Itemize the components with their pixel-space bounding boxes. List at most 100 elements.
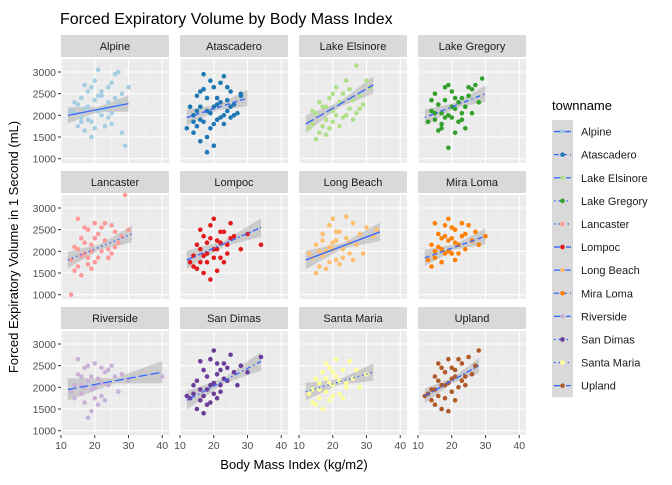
data-point <box>218 80 223 86</box>
data-point <box>99 393 104 399</box>
data-point <box>75 246 81 252</box>
data-point <box>231 233 237 239</box>
data-point <box>429 387 434 392</box>
data-point <box>102 238 108 243</box>
data-point <box>327 380 332 386</box>
data-point <box>79 374 84 379</box>
data-point <box>452 257 458 263</box>
data-point <box>446 216 451 222</box>
data-point <box>442 369 448 375</box>
data-point <box>214 117 220 122</box>
data-point <box>221 361 227 366</box>
data-point <box>198 104 203 109</box>
data-point <box>126 378 131 384</box>
data-point <box>211 255 217 261</box>
data-point <box>122 143 128 148</box>
data-point <box>306 251 312 256</box>
data-point <box>449 115 455 120</box>
data-point <box>198 387 203 392</box>
legend-key-background <box>552 120 573 398</box>
data-point <box>333 238 339 243</box>
data-point <box>463 382 468 388</box>
data-point <box>112 374 118 379</box>
data-point <box>436 361 441 366</box>
data-point <box>79 115 84 120</box>
data-point <box>221 121 227 127</box>
x-tick-label: 10 <box>412 440 424 452</box>
data-point <box>112 244 118 250</box>
data-point <box>95 376 101 382</box>
data-point <box>323 389 329 395</box>
data-point <box>214 238 220 243</box>
regression-line <box>424 365 480 397</box>
data-point <box>364 225 369 230</box>
data-point <box>72 382 77 388</box>
data-point <box>225 365 230 371</box>
legend-label: Mira Loma <box>581 288 634 300</box>
data-point <box>102 398 108 403</box>
facet-strip-label: Atascadero <box>206 41 262 53</box>
data-point <box>112 71 118 77</box>
facet-strip-label: Long Beach <box>324 177 383 189</box>
data-point <box>82 240 87 245</box>
x-axis-label: Body Mass Index (kg/m2) <box>220 457 367 472</box>
data-point <box>463 246 468 252</box>
data-point <box>432 117 438 122</box>
data-point <box>85 104 91 109</box>
regression-line <box>186 360 262 401</box>
data-point <box>436 102 441 107</box>
data-point <box>92 97 98 103</box>
data-point <box>214 268 220 274</box>
data-point <box>221 74 227 79</box>
data-point <box>317 130 322 135</box>
chart-title: Forced Expiratory Volume by Body Mass In… <box>60 11 393 28</box>
data-point <box>442 395 448 401</box>
data-point <box>340 255 346 261</box>
data-point <box>75 372 81 377</box>
facet-strip-label: Upland <box>455 313 490 325</box>
legend-label: Lancaster <box>581 219 630 231</box>
data-point <box>340 91 346 96</box>
data-point <box>208 277 213 282</box>
data-point <box>449 89 455 94</box>
data-point <box>340 246 346 252</box>
data-point <box>204 149 210 155</box>
data-point <box>228 89 233 94</box>
y-tick-label: 2500 <box>33 89 57 101</box>
data-point <box>323 117 329 122</box>
data-point <box>201 119 206 125</box>
data-point <box>228 115 233 120</box>
data-point <box>116 389 121 395</box>
data-point <box>204 134 210 140</box>
data-point <box>92 220 98 226</box>
data-point <box>122 192 128 198</box>
data-point <box>211 143 217 148</box>
data-point <box>92 395 98 401</box>
panel-background <box>418 331 526 435</box>
facet-strip <box>299 35 407 57</box>
data-point <box>99 93 104 99</box>
data-point <box>106 382 111 388</box>
data-point <box>211 104 217 109</box>
data-point <box>317 264 322 269</box>
y-tick-label: 1000 <box>33 290 57 302</box>
data-point <box>310 387 315 392</box>
data-point <box>344 385 349 390</box>
data-point <box>452 106 458 112</box>
legend-label: Upland <box>581 381 616 393</box>
data-point <box>119 91 125 96</box>
data-point <box>327 365 332 371</box>
data-point <box>208 110 213 116</box>
data-point <box>89 249 94 254</box>
data-point <box>446 356 451 362</box>
data-point <box>327 223 332 228</box>
data-point <box>218 240 223 245</box>
facet-strip <box>418 35 526 57</box>
data-point <box>476 242 482 248</box>
data-point <box>446 408 451 414</box>
data-point <box>85 227 91 232</box>
data-point <box>476 348 482 353</box>
data-point <box>306 391 312 397</box>
data-point <box>469 372 475 377</box>
